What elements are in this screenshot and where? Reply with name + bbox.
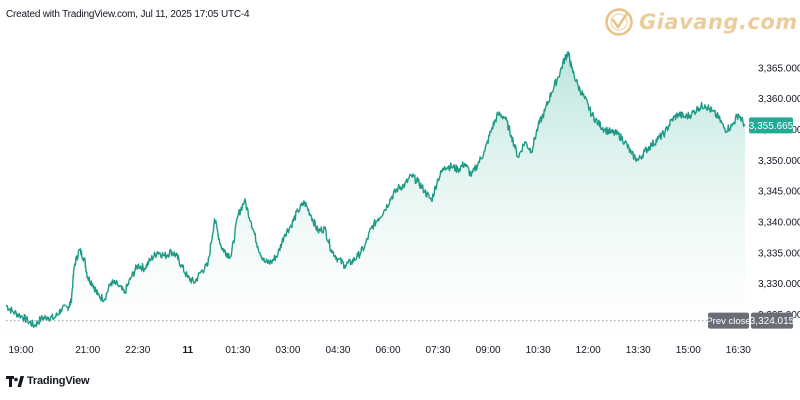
x-tick-label: 04:30 [325, 345, 350, 356]
x-tick-label: 22:30 [125, 345, 150, 356]
prev-close-text: Prev close [706, 316, 750, 327]
watermark-text: Giavang.com [639, 10, 798, 34]
price-line [5, 51, 746, 328]
tradingview-brand-text: TradingView [27, 375, 90, 387]
y-tick-label: 3,350.000 [758, 156, 800, 167]
x-tick-label: 01:30 [225, 345, 250, 356]
x-tick-label: 07:30 [426, 345, 451, 356]
created-with-note: Created with TradingView.com, Jul 11, 20… [6, 9, 250, 20]
x-tick-label: 12:00 [576, 345, 601, 356]
x-tick-label: 10:30 [526, 345, 551, 356]
x-tick-label: 15:00 [676, 345, 701, 356]
x-tick-label: 06:00 [375, 345, 400, 356]
x-tick-label: 16:30 [726, 345, 751, 356]
x-tick-label: 19:00 [8, 345, 33, 356]
y-tick-label: 3,340.000 [758, 218, 800, 229]
x-tick-label: 13:30 [626, 345, 651, 356]
prev-close-value: 3,324.015 [750, 316, 795, 327]
y-tick-label: 3,335.000 [758, 248, 800, 259]
tradingview-logo-icon [6, 375, 24, 387]
y-tick-label: 3,330.000 [758, 279, 800, 290]
y-tick-label: 3,345.000 [758, 187, 800, 198]
prev-close-value-badge [751, 312, 793, 329]
y-tick-label: 3,365.000 [758, 63, 800, 74]
x-tick-label: 11 [183, 345, 194, 356]
price-area-fill [6, 52, 745, 338]
last-price-label: 3,355.665 [749, 121, 794, 132]
x-tick-label: 21:00 [75, 345, 100, 356]
watermark-logo: Giavang.com [604, 6, 798, 38]
x-tick-label: 03:00 [275, 345, 300, 356]
prev-close-text-badge [708, 312, 749, 329]
x-tick-label: 09:00 [476, 345, 501, 356]
y-tick-label: 3,360.000 [758, 94, 800, 105]
last-price-badge [749, 117, 793, 134]
coin-icon [605, 8, 633, 36]
tradingview-brand[interactable]: TradingView [6, 375, 90, 387]
